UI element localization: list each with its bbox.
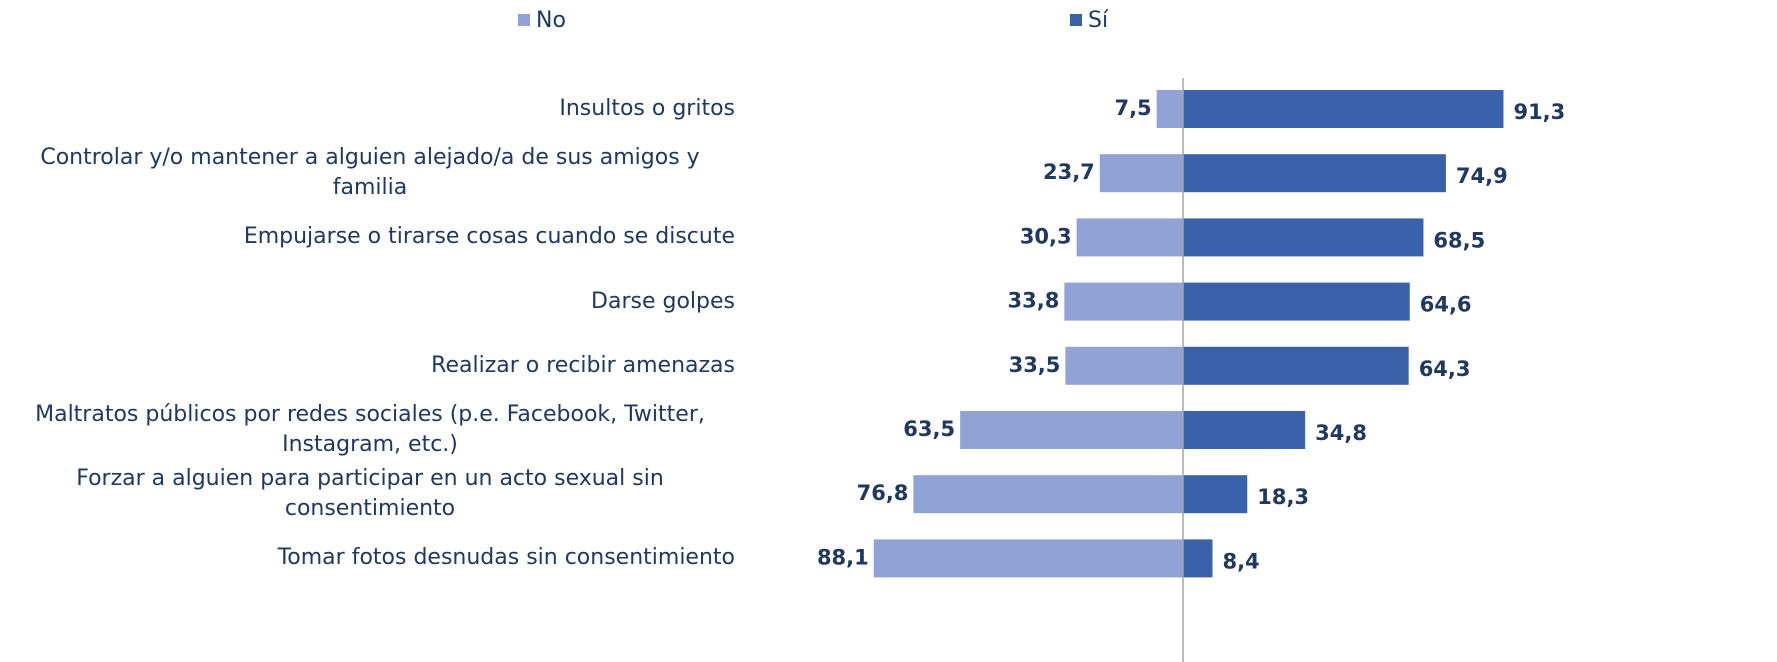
category-text: Controlar y/o mantener a alguien alejado… (40, 145, 700, 201)
bar (913, 475, 1183, 514)
value-label: 64,6 (1420, 293, 1472, 317)
bar (1183, 90, 1504, 128)
category-text: Maltratos públicos por redes sociales (p… (35, 402, 705, 457)
category-text: Realizar o recibir amenazas (431, 352, 735, 378)
legend-swatch (1070, 14, 1082, 26)
value-label: 63,5 (903, 417, 955, 441)
bar (1156, 90, 1183, 128)
value-label: 64,3 (1419, 357, 1471, 381)
bar (1065, 346, 1183, 385)
category-text: Empujarse o tirarse cosas cuando se disc… (243, 224, 735, 250)
category-text: Insultos o gritos (559, 96, 735, 121)
category-label: Empujarse o tirarse cosas cuando se disc… (0, 222, 735, 252)
category-label: Realizar o recibir amenazas (0, 351, 735, 381)
category-label: Forzar a alguien para participar en un a… (0, 464, 735, 524)
category-label: Controlar y/o mantener a alguien alejado… (0, 143, 735, 203)
bar (1183, 218, 1424, 257)
value-label: 7,5 (1114, 96, 1151, 120)
bar (1099, 154, 1183, 193)
category-text: Darse golpes (591, 288, 735, 314)
legend-label: Sí (1088, 8, 1109, 33)
bar (1183, 539, 1213, 578)
category-label: Maltratos públicos por redes sociales (p… (0, 400, 735, 460)
bar (1183, 411, 1306, 449)
value-label: 23,7 (1043, 160, 1095, 184)
value-label: 34,8 (1315, 421, 1367, 445)
category-label: Tomar fotos desnudas sin consentimiento (0, 543, 735, 573)
bar (1183, 475, 1248, 514)
bar (873, 539, 1183, 578)
value-label: 91,3 (1513, 100, 1565, 124)
legend-swatch (518, 14, 530, 26)
category-label: Insultos o gritos (0, 94, 735, 124)
category-label: Darse golpes (0, 287, 735, 317)
value-label: 33,8 (1008, 289, 1060, 313)
value-label: 18,3 (1257, 485, 1309, 509)
bar (1183, 282, 1410, 321)
bar (960, 411, 1183, 449)
bar (1183, 346, 1409, 385)
value-label: 74,9 (1456, 164, 1508, 188)
bar (1064, 282, 1183, 321)
bar (1076, 218, 1183, 257)
value-label: 30,3 (1020, 224, 1072, 248)
value-label: 76,8 (857, 481, 909, 505)
value-label: 88,1 (817, 545, 869, 569)
category-text: Forzar a alguien para participar en un a… (76, 466, 664, 522)
category-text: Tomar fotos desnudas sin consentimiento (277, 545, 735, 571)
value-label: 68,5 (1433, 228, 1485, 252)
value-label: 8,4 (1222, 549, 1259, 573)
value-label: 33,5 (1009, 353, 1061, 377)
bar (1183, 154, 1446, 193)
legend-label: No (536, 8, 566, 33)
